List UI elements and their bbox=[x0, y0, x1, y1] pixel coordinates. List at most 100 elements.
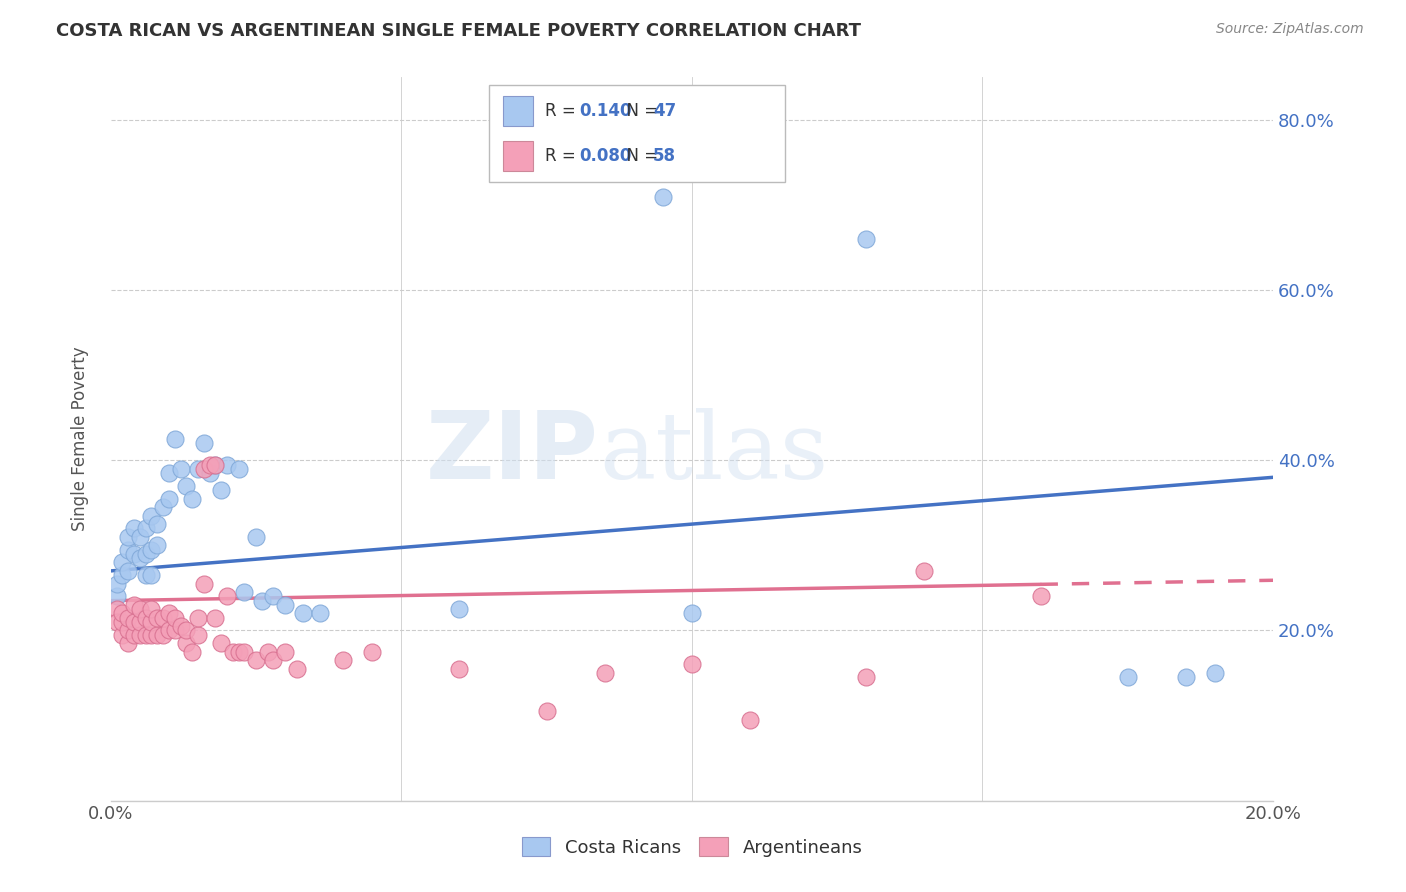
Point bbox=[309, 607, 332, 621]
Point bbox=[105, 602, 128, 616]
Point bbox=[163, 610, 186, 624]
Text: 0.140: 0.140 bbox=[579, 102, 631, 120]
Point bbox=[122, 598, 145, 612]
Point bbox=[117, 636, 139, 650]
Text: COSTA RICAN VS ARGENTINEAN SINGLE FEMALE POVERTY CORRELATION CHART: COSTA RICAN VS ARGENTINEAN SINGLE FEMALE… bbox=[56, 22, 862, 40]
Point bbox=[157, 607, 180, 621]
Point bbox=[117, 624, 139, 638]
Point bbox=[187, 610, 209, 624]
Point bbox=[111, 555, 134, 569]
Point bbox=[855, 232, 877, 246]
Point bbox=[187, 462, 209, 476]
Point bbox=[536, 704, 558, 718]
Text: N =: N = bbox=[616, 102, 664, 120]
Point bbox=[141, 568, 163, 582]
Point bbox=[146, 538, 169, 552]
Point bbox=[122, 547, 145, 561]
Point bbox=[222, 645, 245, 659]
Point bbox=[181, 491, 204, 506]
Legend: Costa Ricans, Argentineans: Costa Ricans, Argentineans bbox=[515, 830, 869, 864]
Point bbox=[128, 530, 150, 544]
Point bbox=[105, 590, 128, 604]
Point bbox=[181, 645, 204, 659]
Text: Source: ZipAtlas.com: Source: ZipAtlas.com bbox=[1216, 22, 1364, 37]
Point bbox=[111, 568, 134, 582]
Y-axis label: Single Female Poverty: Single Female Poverty bbox=[72, 347, 89, 532]
Point bbox=[157, 491, 180, 506]
Point bbox=[215, 458, 238, 472]
Point bbox=[146, 610, 169, 624]
Point bbox=[141, 508, 163, 523]
Point bbox=[1029, 590, 1052, 604]
Point bbox=[681, 657, 703, 672]
Point bbox=[105, 576, 128, 591]
Point bbox=[128, 628, 150, 642]
Point bbox=[122, 521, 145, 535]
Text: R =: R = bbox=[544, 147, 581, 165]
Point bbox=[274, 645, 297, 659]
Point bbox=[198, 458, 221, 472]
Point bbox=[198, 466, 221, 480]
Point bbox=[204, 458, 226, 472]
Text: 58: 58 bbox=[652, 147, 676, 165]
Point bbox=[291, 607, 314, 621]
Point bbox=[256, 645, 278, 659]
Point bbox=[176, 636, 198, 650]
Point bbox=[152, 610, 174, 624]
Point bbox=[141, 602, 163, 616]
Point bbox=[152, 500, 174, 514]
Point bbox=[146, 517, 169, 532]
Point bbox=[332, 653, 354, 667]
Point bbox=[209, 636, 232, 650]
Point bbox=[263, 590, 285, 604]
Point bbox=[1204, 665, 1226, 680]
Point bbox=[157, 466, 180, 480]
Point bbox=[738, 713, 761, 727]
Text: ZIP: ZIP bbox=[426, 408, 599, 500]
Point bbox=[122, 615, 145, 629]
Point bbox=[176, 479, 198, 493]
Point bbox=[193, 576, 215, 591]
Point bbox=[245, 653, 267, 667]
Point bbox=[135, 521, 157, 535]
Point bbox=[1174, 670, 1197, 684]
Point bbox=[152, 628, 174, 642]
Point bbox=[449, 662, 471, 676]
Point bbox=[593, 665, 616, 680]
Point bbox=[135, 568, 157, 582]
Point bbox=[176, 624, 198, 638]
Point bbox=[122, 628, 145, 642]
Point bbox=[193, 462, 215, 476]
Point bbox=[204, 610, 226, 624]
Text: 0.080: 0.080 bbox=[579, 147, 631, 165]
Point bbox=[855, 670, 877, 684]
Point bbox=[128, 615, 150, 629]
Point bbox=[128, 551, 150, 566]
Point bbox=[245, 530, 267, 544]
Point bbox=[117, 530, 139, 544]
Point bbox=[1116, 670, 1139, 684]
Point bbox=[146, 628, 169, 642]
Point bbox=[163, 432, 186, 446]
Point bbox=[117, 542, 139, 557]
Point bbox=[681, 607, 703, 621]
Point bbox=[111, 628, 134, 642]
Point bbox=[187, 628, 209, 642]
Point bbox=[651, 189, 673, 203]
Point bbox=[105, 615, 128, 629]
Point bbox=[250, 593, 273, 607]
Point bbox=[135, 547, 157, 561]
Text: 47: 47 bbox=[652, 102, 676, 120]
Text: R =: R = bbox=[544, 102, 581, 120]
Point bbox=[215, 590, 238, 604]
Point bbox=[141, 628, 163, 642]
Point bbox=[117, 610, 139, 624]
Point bbox=[233, 645, 256, 659]
Point bbox=[228, 462, 250, 476]
Point bbox=[204, 458, 226, 472]
Point bbox=[141, 615, 163, 629]
Point bbox=[169, 619, 191, 633]
Point bbox=[135, 610, 157, 624]
Point bbox=[285, 662, 308, 676]
Point bbox=[128, 602, 150, 616]
